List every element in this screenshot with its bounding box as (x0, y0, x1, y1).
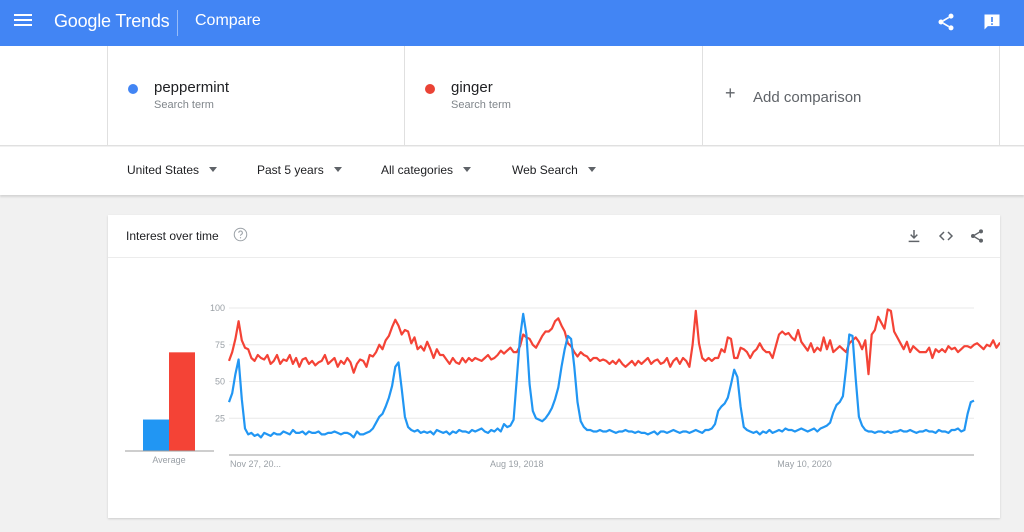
term-type: Search term (154, 99, 214, 111)
caret-down-icon (333, 167, 342, 172)
region-dropdown[interactable]: United States (127, 163, 218, 177)
y-tick-label: 100 (210, 303, 225, 313)
header-divider (177, 10, 178, 36)
y-tick-label: 50 (215, 377, 225, 387)
region-value: United States (127, 163, 200, 177)
x-tick-label: May 10, 2020 (777, 459, 832, 469)
comparison-terms-bar: peppermint Search term ginger Search ter… (0, 46, 1024, 146)
x-tick-label: Nov 27, 20... (230, 459, 281, 469)
x-tick-label: Aug 19, 2018 (490, 459, 544, 469)
google-trends-logo[interactable]: Google Trends (54, 11, 170, 31)
category-dropdown[interactable]: All categories (381, 163, 472, 177)
caret-down-icon (209, 167, 218, 172)
time-range-value: Past 5 years (257, 163, 324, 177)
category-value: All categories (381, 163, 454, 177)
term-name: peppermint (154, 79, 230, 96)
add-comparison-label: Add comparison (753, 89, 862, 106)
help-icon[interactable] (233, 227, 248, 242)
top-app-bar: Google Trends Compare (0, 0, 1024, 46)
y-tick-label: 75 (215, 340, 225, 350)
average-label: Average (152, 455, 185, 465)
series-color-dot (128, 84, 138, 94)
share-icon[interactable] (969, 228, 985, 244)
time-range-dropdown[interactable]: Past 5 years (257, 163, 342, 177)
card-header: Interest over time (108, 215, 1000, 258)
feedback-icon[interactable] (982, 12, 1002, 32)
share-icon[interactable] (936, 12, 956, 32)
card-title: Interest over time (126, 229, 219, 243)
search-type-value: Web Search (512, 163, 578, 177)
term-peppermint[interactable]: peppermint Search term (107, 46, 405, 145)
average-bar-peppermint[interactable] (143, 419, 169, 451)
average-bar-chart: Average (125, 352, 214, 465)
embed-code-icon[interactable] (937, 228, 955, 244)
filters-bar: United States Past 5 years All categorie… (0, 147, 1024, 195)
page-title: Compare (195, 12, 261, 29)
interest-line-chart: 25 50 75 100 Nov 27, 20... Aug 19, 2018 May 10… (210, 303, 1000, 469)
search-type-dropdown[interactable]: Web Search (512, 163, 596, 177)
plus-icon: + (725, 83, 736, 103)
series-line-peppermint[interactable] (227, 312, 975, 439)
term-ginger[interactable]: ginger Search term (404, 46, 702, 145)
download-icon[interactable] (906, 228, 922, 244)
term-name: ginger (451, 79, 493, 96)
series-line-ginger[interactable] (227, 308, 1000, 376)
term-type: Search term (451, 99, 511, 111)
caret-down-icon (587, 167, 596, 172)
interest-over-time-card: Interest over time Average 25 50 75 100 Nov … (108, 215, 1000, 518)
caret-down-icon (463, 167, 472, 172)
series-color-dot (425, 84, 435, 94)
average-bar-ginger[interactable] (169, 352, 195, 451)
hamburger-menu-icon[interactable] (14, 14, 32, 32)
add-comparison-button[interactable]: + Add comparison (702, 46, 1000, 145)
y-tick-label: 25 (215, 413, 225, 423)
